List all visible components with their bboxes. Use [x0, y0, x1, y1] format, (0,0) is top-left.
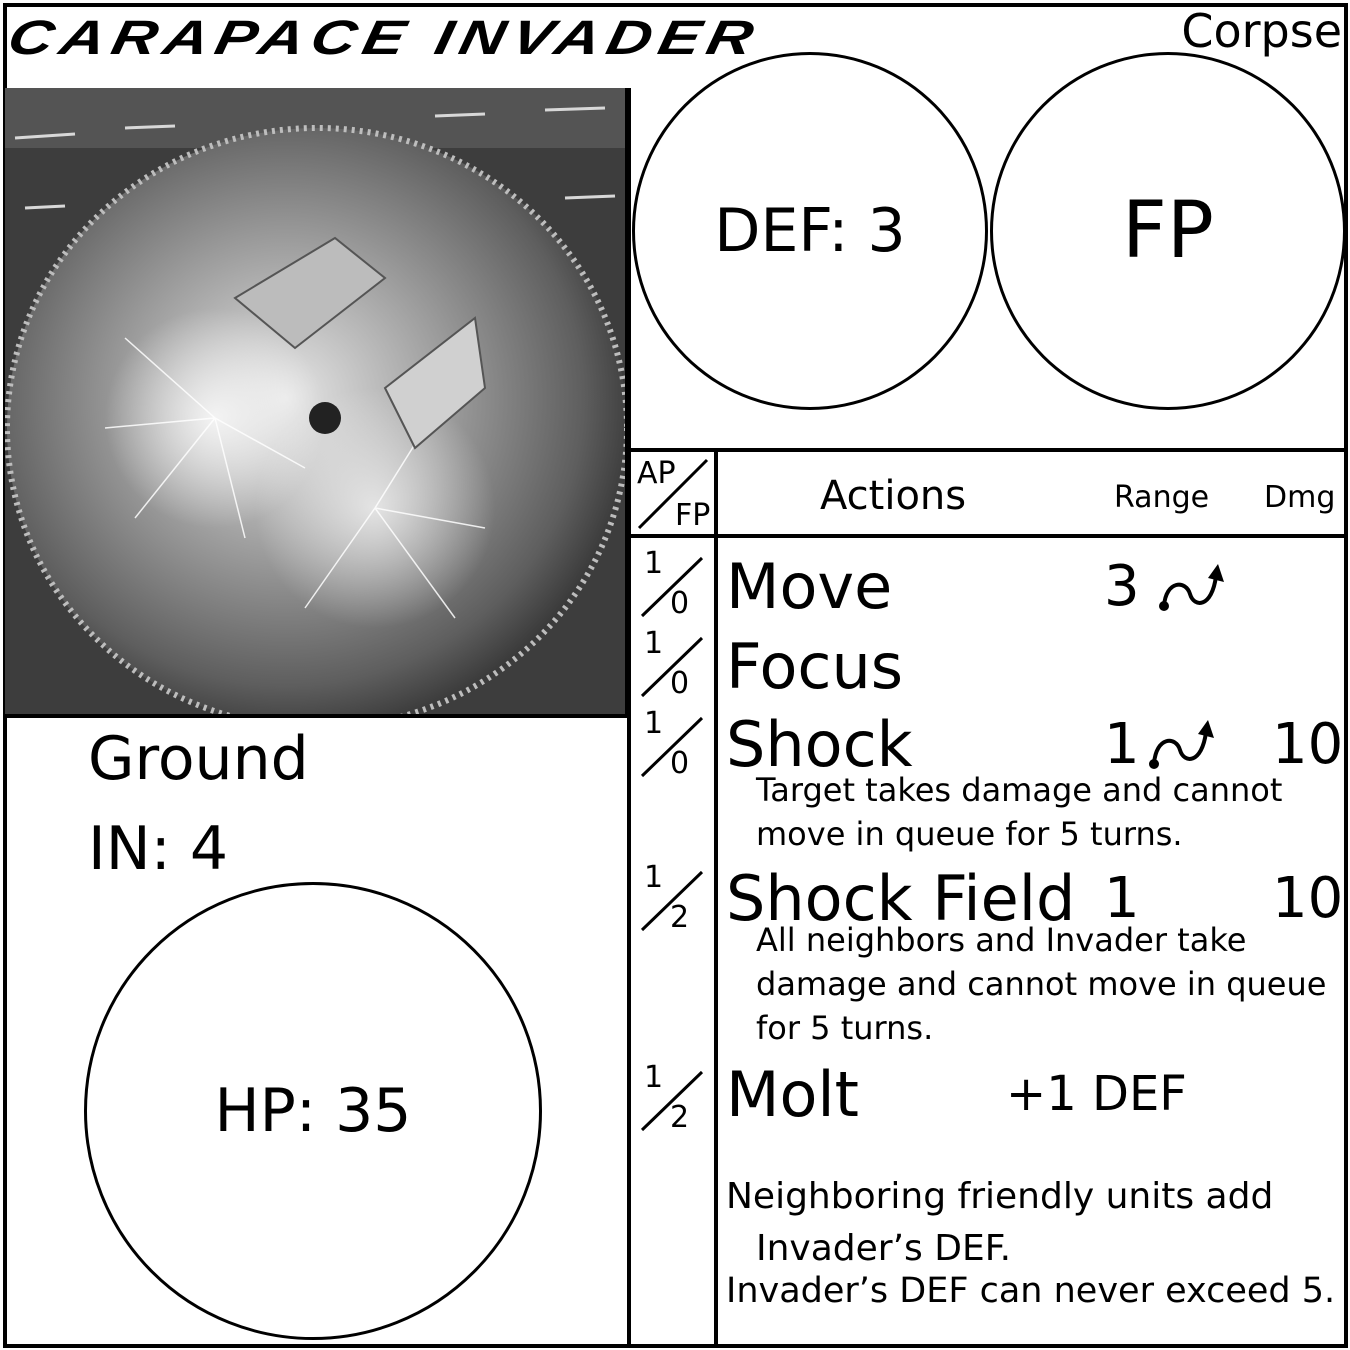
action-cost-molt: 1 2 — [636, 1060, 708, 1144]
dmg-header: Dmg — [1264, 480, 1336, 515]
action-desc-shock: Target takes damage and cannot move in q… — [756, 771, 1283, 853]
curved-arrow-icon — [1159, 564, 1224, 611]
action-name-molt: Molt — [726, 1058, 859, 1131]
terrain-label: Ground — [88, 724, 309, 794]
action-range-shock-field: 1 — [1104, 866, 1140, 931]
range-header: Range — [1114, 480, 1210, 515]
divider-ap-column — [714, 450, 718, 1346]
fraction-slash-icon — [637, 458, 709, 530]
action-range-shock: 1 — [1104, 712, 1140, 777]
fraction-slash-icon — [640, 1070, 704, 1132]
initiative-label: IN: 4 — [88, 814, 229, 884]
action-cost-shock: 1 0 — [636, 706, 708, 790]
fraction-slash-icon — [640, 556, 704, 618]
fraction-slash-icon — [640, 716, 704, 778]
divider-header-bottom — [629, 534, 1346, 538]
action-cost-move: 1 0 — [636, 546, 708, 630]
unit-portrait — [5, 88, 629, 718]
fp-header: FP — [675, 498, 711, 533]
action-desc-shock-field: All neighbors and Invader take damage an… — [756, 921, 1327, 1047]
card-title: CARAPACE INVADER — [3, 10, 766, 65]
ap-header: AP — [637, 456, 676, 491]
note-line-3: Invader’s DEF can never exceed 5. — [726, 1271, 1336, 1311]
fraction-slash-icon — [640, 870, 704, 932]
ap-fp-header: AP FP — [631, 452, 714, 534]
action-name-shock: Shock — [726, 708, 913, 781]
ap-cost: 1 — [644, 626, 664, 661]
ap-cost: 1 — [644, 1060, 664, 1095]
action-name-shock-field: Shock Field — [726, 862, 1076, 935]
divider-vertical-main — [627, 88, 631, 1346]
action-name-move: Move — [726, 550, 893, 623]
fp-circle: FP — [990, 52, 1346, 410]
action-effect-molt: +1 DEF — [1006, 1066, 1187, 1122]
ap-cost: 1 — [644, 546, 664, 581]
fp-cost: 2 — [670, 1100, 690, 1135]
fraction-slash-icon — [640, 636, 704, 698]
hp-value: HP: 35 — [214, 1076, 412, 1146]
ap-cost: 1 — [644, 860, 664, 895]
fp-cost: 0 — [670, 666, 690, 701]
action-cost-focus: 1 0 — [636, 626, 708, 710]
note-line-1: Neighboring friendly units add — [726, 1176, 1274, 1217]
action-cost-shock-field: 1 2 — [636, 860, 708, 944]
divider-table-top — [629, 448, 1346, 452]
action-dmg-shock: 10 — [1272, 712, 1344, 777]
fp-cost: 2 — [670, 900, 690, 935]
actions-header: Actions — [820, 473, 967, 519]
def-value: DEF: 3 — [714, 196, 906, 266]
ap-cost: 1 — [644, 706, 664, 741]
action-name-focus: Focus — [726, 630, 904, 703]
action-dmg-shock-field: 10 — [1272, 866, 1344, 931]
fp-label: FP — [1122, 186, 1214, 276]
faction-label: Corpse — [1181, 4, 1342, 58]
hp-circle: HP: 35 — [84, 882, 542, 1340]
fp-cost: 0 — [670, 586, 690, 621]
action-range-move: 3 — [1104, 554, 1140, 619]
fp-cost: 0 — [670, 746, 690, 781]
portrait-illustration — [5, 88, 625, 714]
note-line-2: Invader’s DEF. — [756, 1228, 1012, 1269]
curved-arrow-icon — [1149, 720, 1214, 769]
def-circle: DEF: 3 — [632, 52, 988, 410]
